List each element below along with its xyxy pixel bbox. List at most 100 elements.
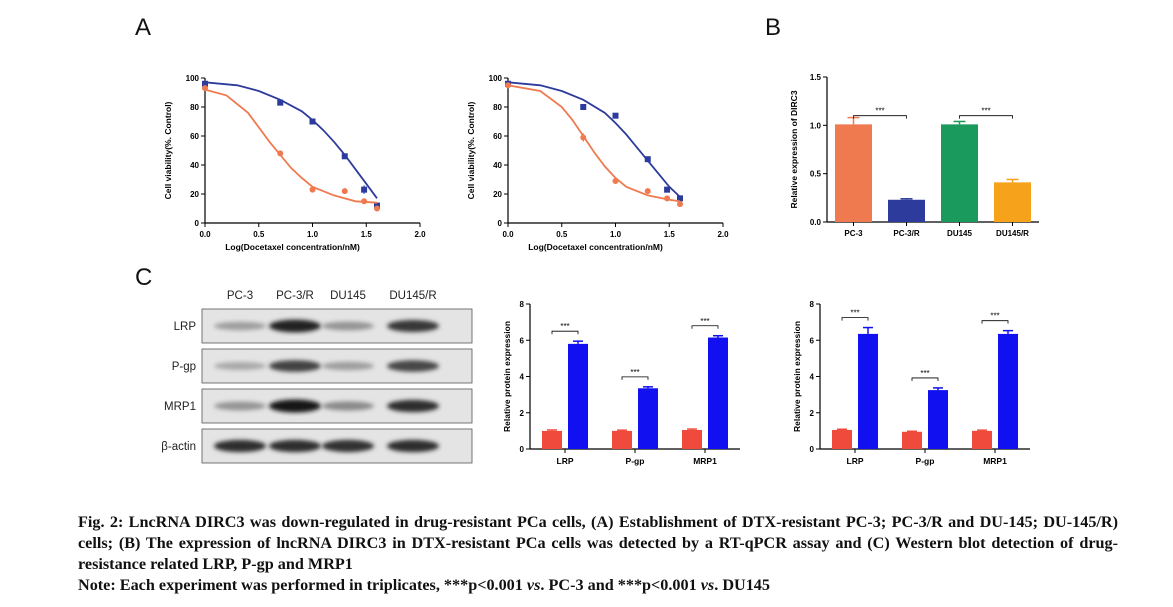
fit-curve <box>507 81 681 198</box>
bar <box>568 343 588 449</box>
data-point <box>644 188 651 195</box>
x-axis-label: Log(Docetaxel concentration/nM) <box>225 242 360 252</box>
y-tick-label: 0 <box>498 219 503 228</box>
significance-label: *** <box>560 322 569 331</box>
blot-band <box>269 319 321 333</box>
x-tick-label: 2.0 <box>717 230 729 239</box>
y-tick-label: 0 <box>520 445 525 454</box>
y-tick-label: 0 <box>195 219 200 228</box>
bar <box>888 199 925 222</box>
y-axis-label: Cell viability(%. Control) <box>163 101 173 199</box>
y-tick-label: 80 <box>493 103 502 112</box>
x-tick-label: 2.0 <box>414 230 426 239</box>
y-tick-label: 0.5 <box>810 170 822 179</box>
data-point <box>612 177 619 184</box>
data-point <box>361 186 368 193</box>
significance-bracket <box>911 377 939 381</box>
bar <box>835 124 872 222</box>
category-label: P-gp <box>626 456 645 466</box>
category-label: LRP <box>557 456 574 466</box>
category-label: PC-3 <box>844 229 863 238</box>
x-tick-label: 1.0 <box>610 230 622 239</box>
y-tick-label: 0.0 <box>810 218 822 227</box>
caption-note: Note: Each experiment was performed in t… <box>78 576 770 594</box>
y-tick-label: 20 <box>493 190 502 199</box>
blot-column-label: DU145 <box>330 290 366 302</box>
blot-band <box>387 320 439 332</box>
significance-label: *** <box>875 107 884 116</box>
fit-curve <box>204 81 378 199</box>
caption-main: Fig. 2: LncRNA DIRC3 was down-regulated … <box>78 513 1118 573</box>
protein-expression-chart-2: 0 2 4 6 8 Relative protein expression *** LRP **… <box>792 300 1030 466</box>
bar <box>994 182 1031 222</box>
figure-caption: Fig. 2: LncRNA DIRC3 was down-regulated … <box>78 512 1118 596</box>
data-point <box>677 201 683 208</box>
blot-row-label: MRP1 <box>164 401 196 413</box>
significance-label: *** <box>981 107 990 116</box>
data-point <box>374 205 380 212</box>
protein-expression-chart-1: 0 2 4 6 8 Relative protein expression *** LRP **… <box>502 300 740 466</box>
panel-label-a: A <box>135 14 152 41</box>
blot-column-label: PC-3/R <box>276 290 314 302</box>
blot-band <box>269 439 321 453</box>
data-point <box>664 195 671 202</box>
y-tick-label: 1.5 <box>810 73 822 82</box>
bar <box>941 124 978 222</box>
panel-label-c: C <box>135 264 153 291</box>
blot-band <box>214 401 266 411</box>
significance-label: *** <box>700 317 709 326</box>
category-label: DU145 <box>947 229 972 238</box>
blot-row-label: β-actin <box>161 441 196 453</box>
y-axis-label: Relative protein expression <box>792 321 802 432</box>
blot-band <box>214 361 266 371</box>
data-point <box>341 188 348 195</box>
data-point <box>361 198 368 205</box>
significance-bracket <box>959 115 1013 119</box>
bar <box>998 333 1018 449</box>
x-tick-label: 0.5 <box>253 230 265 239</box>
y-tick-label: 60 <box>190 132 199 141</box>
y-tick-label: 6 <box>520 336 525 345</box>
significance-label: *** <box>990 312 999 321</box>
bar <box>928 390 948 449</box>
blot-column-label: PC-3 <box>227 290 253 302</box>
blot-band <box>214 321 266 331</box>
fit-curve <box>204 88 378 204</box>
significance-bracket <box>551 330 579 335</box>
y-tick-label: 80 <box>190 103 199 112</box>
dirc3-expression-chart: 0.0 0.5 1.0 1.5 Relative expression of DIRC3… <box>789 73 1039 238</box>
y-tick-label: 1.0 <box>810 121 822 130</box>
x-tick-label: 0.0 <box>502 230 514 239</box>
significance-bracket <box>691 325 719 329</box>
y-tick-label: 40 <box>493 161 502 170</box>
bar <box>708 337 728 449</box>
y-tick-label: 8 <box>810 300 815 309</box>
fit-curve <box>507 84 681 203</box>
significance-label: *** <box>850 309 859 318</box>
category-label: MRP1 <box>983 456 1007 466</box>
data-point <box>202 85 208 92</box>
blot-band <box>322 321 374 331</box>
data-point <box>644 156 651 163</box>
x-tick-label: 0.5 <box>556 230 568 239</box>
y-tick-label: 8 <box>520 300 525 309</box>
significance-bracket <box>841 317 869 321</box>
blot-band <box>387 360 439 372</box>
data-point <box>580 104 587 110</box>
y-axis-label: Relative expression of DIRC3 <box>789 90 799 208</box>
bar <box>902 431 922 449</box>
blot-row-label: LRP <box>174 321 197 333</box>
significance-bracket <box>853 115 907 119</box>
data-point <box>677 195 683 202</box>
bar <box>682 429 702 449</box>
y-tick-label: 60 <box>493 132 502 141</box>
bar <box>542 430 562 449</box>
data-point <box>277 150 284 157</box>
data-point <box>612 112 619 119</box>
category-label: PC-3/R <box>893 229 919 238</box>
x-tick-label: 1.5 <box>664 230 676 239</box>
x-axis-label: Log(Docetaxel concentration/nM) <box>528 242 663 252</box>
category-label: LRP <box>847 456 864 466</box>
y-axis-label: Relative protein expression <box>502 321 512 432</box>
y-tick-label: 2 <box>810 409 815 418</box>
